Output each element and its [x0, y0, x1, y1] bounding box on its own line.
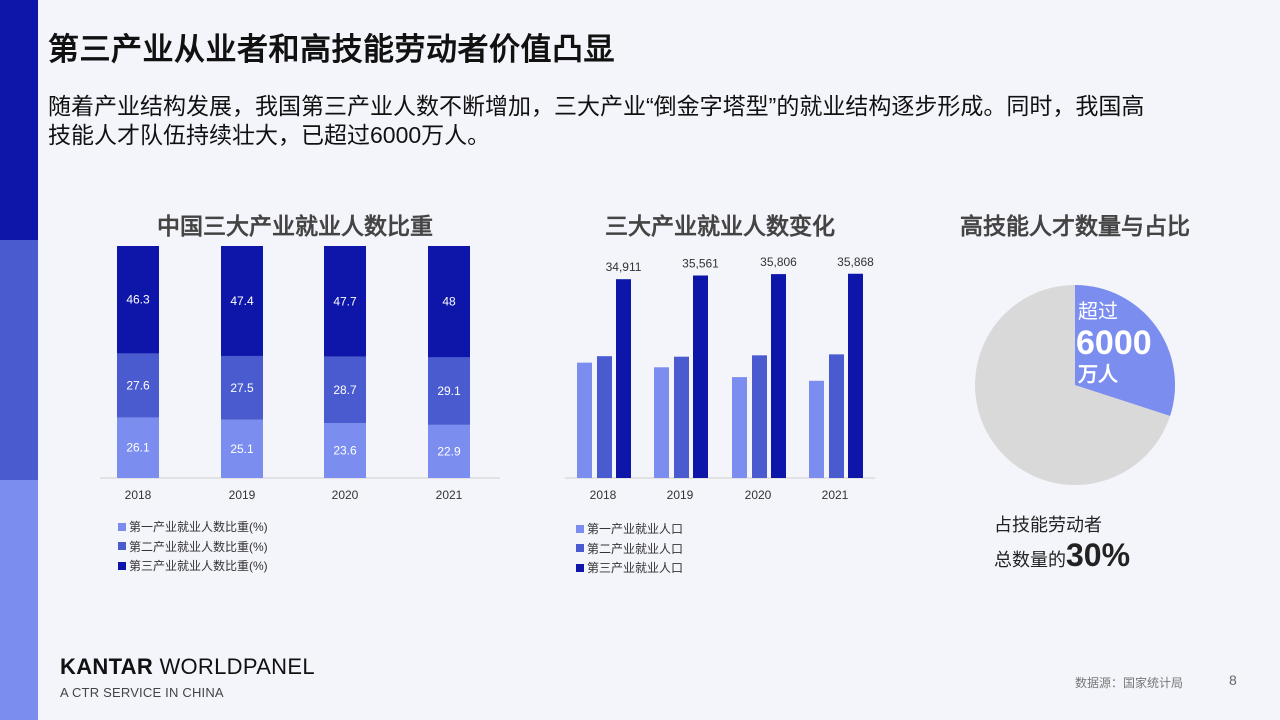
pie-label-prefix: 超过	[1078, 301, 1118, 323]
x-tick-label: 2018	[125, 488, 152, 502]
legend-swatch	[118, 542, 126, 551]
bar-segment	[428, 246, 470, 358]
legend-label: 第一产业就业人口	[587, 522, 684, 537]
data-label: 46.3	[126, 293, 150, 307]
data-label: 47.7	[333, 294, 357, 308]
legend-item: 第一产业就业人口	[576, 519, 683, 539]
grouped-bar-chart: 34,911 2018 35,561 2019 35,806 2020 35,868 2021	[565, 255, 875, 502]
legend-label: 第一产业就业人数比重(%)	[129, 520, 268, 535]
bar	[616, 279, 631, 478]
legend-label: 第二产业就业人数比重(%)	[129, 539, 268, 554]
data-label: 27.6	[126, 378, 150, 392]
pie-slice-highlight	[1075, 285, 1175, 416]
data-label: 26.1	[126, 441, 150, 455]
brand-logo: KANTAR WORLDPANEL	[60, 654, 315, 680]
data-label: 27.5	[230, 381, 254, 395]
data-label: 22.9	[437, 444, 461, 458]
bar	[674, 356, 689, 478]
pie-chart	[975, 285, 1175, 485]
legend-item: 第二产业就业人口	[576, 539, 683, 559]
chart1-legend: 第一产业就业人数比重(%) 第二产业就业人数比重(%) 第三产业就业人数比重(%)	[118, 517, 268, 576]
chart2-legend: 第一产业就业人口 第二产业就业人口 第三产业就业人口	[576, 519, 683, 578]
x-tick-label: 2018	[590, 488, 617, 502]
bar-segment	[428, 424, 470, 478]
bar	[732, 377, 747, 478]
data-label: 28.7	[333, 383, 357, 397]
bar	[771, 274, 786, 478]
data-label: 34,911	[606, 260, 642, 274]
share-percentage: 30%	[1066, 537, 1131, 573]
data-label: 23.6	[333, 444, 357, 458]
bar	[809, 380, 824, 478]
data-label: 35,868	[837, 255, 874, 269]
legend-label: 第三产业就业人口	[587, 561, 684, 576]
chart3-title: 高技能人才数量与占比	[960, 213, 1190, 239]
share-caption-line2: 总数量的30%	[994, 537, 1131, 575]
share-caption-line1: 占技能劳动者	[994, 515, 1102, 535]
legend-item: 第一产业就业人数比重(%)	[118, 517, 268, 537]
x-tick-label: 2019	[229, 488, 256, 502]
bar-segment	[117, 417, 159, 478]
legend-swatch	[576, 544, 584, 553]
x-tick-label: 2021	[436, 488, 463, 502]
legend-swatch	[118, 522, 126, 531]
legend-swatch	[576, 524, 584, 533]
bar-segment	[117, 246, 159, 354]
x-tick-label: 2019	[667, 488, 694, 502]
legend-item: 第二产业就业人数比重(%)	[118, 537, 268, 557]
legend-item: 第三产业就业人口	[576, 558, 683, 578]
data-label: 35,561	[682, 256, 719, 270]
data-source: 数据源：国家统计局	[1075, 676, 1184, 690]
pie-label-suffix: 万人	[1078, 364, 1118, 386]
bar-segment	[324, 356, 366, 424]
chart2-title: 三大产业就业人数变化	[605, 213, 835, 239]
legend-swatch	[576, 563, 584, 572]
page-number: 8	[1229, 672, 1237, 688]
bar-segment	[117, 353, 159, 418]
intro-line-2: 技能人才队伍持续壮大，已超过6000万人。	[48, 122, 491, 148]
bar	[752, 355, 767, 478]
chart1-title: 中国三大产业就业人数比重	[157, 213, 433, 239]
bar	[693, 275, 708, 478]
brand-name-bold: KANTAR	[60, 654, 154, 679]
data-label: 47.4	[230, 294, 254, 308]
legend-label: 第三产业就业人数比重(%)	[129, 559, 268, 574]
brand-tagline: A CTR SERVICE IN CHINA	[60, 685, 224, 700]
bar	[829, 354, 844, 478]
bar	[597, 356, 612, 478]
sidebar-accent-top	[0, 0, 38, 240]
data-label: 29.1	[437, 384, 461, 398]
bar-segment	[324, 423, 366, 478]
bar-segment	[221, 419, 263, 478]
x-tick-label: 2020	[332, 488, 359, 502]
pie-label-number: 6000	[1076, 324, 1152, 362]
bar-segment	[221, 246, 263, 356]
data-label: 35,806	[760, 255, 797, 269]
bar	[848, 273, 863, 478]
legend-item: 第三产业就业人数比重(%)	[118, 556, 268, 576]
bar-segment	[324, 246, 366, 357]
x-tick-label: 2021	[822, 488, 849, 502]
legend-label: 第二产业就业人口	[587, 541, 684, 556]
bar-segment	[221, 355, 263, 420]
data-label: 25.1	[230, 442, 254, 456]
page-title: 第三产业从业者和高技能劳动者价值凸显	[48, 32, 615, 67]
intro-paragraph: 随着产业结构发展，我国第三产业人数不断增加，三大产业“倒金字塔型”的就业结构逐步…	[48, 92, 1243, 150]
share-caption: 占技能劳动者 总数量的30%	[994, 510, 1130, 575]
bar	[577, 362, 592, 478]
sidebar-accent-middle	[0, 240, 38, 480]
data-label: 48	[442, 295, 456, 309]
legend-swatch	[118, 561, 126, 570]
brand-name-light: WORLDPANEL	[153, 654, 315, 679]
stacked-bar-chart: 26.1 27.6 46.3 2018 25.1 27.5 47.4 2019 23.6 28.7…	[100, 246, 500, 502]
share-caption-prefix: 总数量的	[994, 550, 1066, 570]
bar-segment	[428, 357, 470, 425]
x-tick-label: 2020	[745, 488, 772, 502]
sidebar-accent-bottom	[0, 480, 38, 720]
intro-line-1: 随着产业结构发展，我国第三产业人数不断增加，三大产业“倒金字塔型”的就业结构逐步…	[48, 93, 1145, 119]
bar	[654, 367, 669, 478]
